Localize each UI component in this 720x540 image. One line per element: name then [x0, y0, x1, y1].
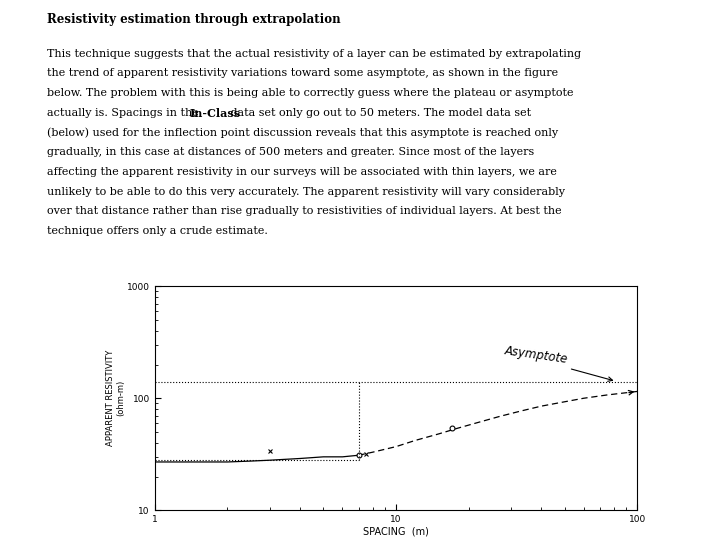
- Text: In-Class: In-Class: [189, 108, 240, 119]
- Text: the trend of apparent resistivity variations toward some asymptote, as shown in : the trend of apparent resistivity variat…: [47, 68, 558, 78]
- Text: This technique suggests that the actual resistivity of a layer can be estimated : This technique suggests that the actual …: [47, 49, 581, 59]
- Text: below. The problem with this is being able to correctly guess where the plateau : below. The problem with this is being ab…: [47, 88, 573, 98]
- Text: gradually, in this case at distances of 500 meters and greater. Since most of th: gradually, in this case at distances of …: [47, 147, 534, 157]
- Text: Asymptote: Asymptote: [504, 345, 569, 366]
- X-axis label: SPACING  (m): SPACING (m): [363, 527, 429, 537]
- Text: over that distance rather than rise gradually to resistivities of individual lay: over that distance rather than rise grad…: [47, 206, 562, 217]
- Text: data set only go out to 50 meters. The model data set: data set only go out to 50 meters. The m…: [227, 108, 531, 118]
- Text: actually is. Spacings in the: actually is. Spacings in the: [47, 108, 202, 118]
- Text: (below) used for the inflection point discussion reveals that this asymptote is : (below) used for the inflection point di…: [47, 127, 558, 138]
- Text: technique offers only a crude estimate.: technique offers only a crude estimate.: [47, 226, 268, 236]
- Text: affecting the apparent resistivity in our surveys will be associated with thin l: affecting the apparent resistivity in ou…: [47, 167, 557, 177]
- Text: Resistivity estimation through extrapolation: Resistivity estimation through extrapola…: [47, 14, 341, 26]
- Text: unlikely to be able to do this very accurately. The apparent resistivity will va: unlikely to be able to do this very accu…: [47, 187, 564, 197]
- Y-axis label: APPARENT RESISTIVITY
(ohm-m): APPARENT RESISTIVITY (ohm-m): [106, 350, 125, 447]
